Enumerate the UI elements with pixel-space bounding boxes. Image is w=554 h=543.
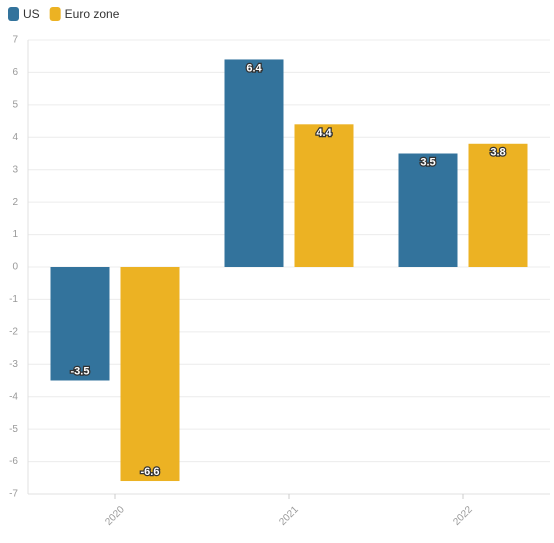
y-tick-label: 6 [12,67,18,78]
y-tick-label: -5 [9,424,18,435]
y-tick-label: 4 [12,132,18,143]
y-tick-label: -2 [9,326,18,337]
y-tick-label: 3 [12,164,18,175]
y-tick-label: 0 [12,262,18,273]
y-tick-label: 1 [12,229,18,240]
bar [294,124,354,267]
bar [398,153,458,267]
x-tick-label: 2020 [103,504,127,528]
bar [468,143,528,267]
value-label: -3.5 [71,365,90,377]
legend-item[interactable]: US [8,7,40,21]
y-tick-label: 7 [12,35,18,46]
value-label: -6.6 [141,466,160,478]
legend-swatch [8,7,19,21]
y-tick-label: -1 [9,294,18,305]
value-label: 3.8 [490,147,505,159]
value-label: 6.4 [246,62,262,74]
y-tick-label: -3 [9,359,18,370]
y-tick-label: 2 [12,197,18,208]
legend-label: Euro zone [65,7,120,21]
value-label: 4.4 [316,127,332,139]
bar [120,267,180,482]
y-tick-label: -6 [9,456,18,467]
legend-label: US [23,7,40,21]
bar [50,267,110,381]
y-tick-label: -4 [9,391,18,402]
value-label: 3.5 [420,156,435,168]
legend-swatch [49,7,61,21]
legend-item[interactable]: Euro zone [49,7,120,21]
y-tick-label: -7 [9,489,18,500]
bar [224,59,284,268]
x-tick-label: 2021 [277,504,301,528]
y-tick-label: 5 [12,99,18,110]
x-tick-label: 2022 [451,504,475,528]
